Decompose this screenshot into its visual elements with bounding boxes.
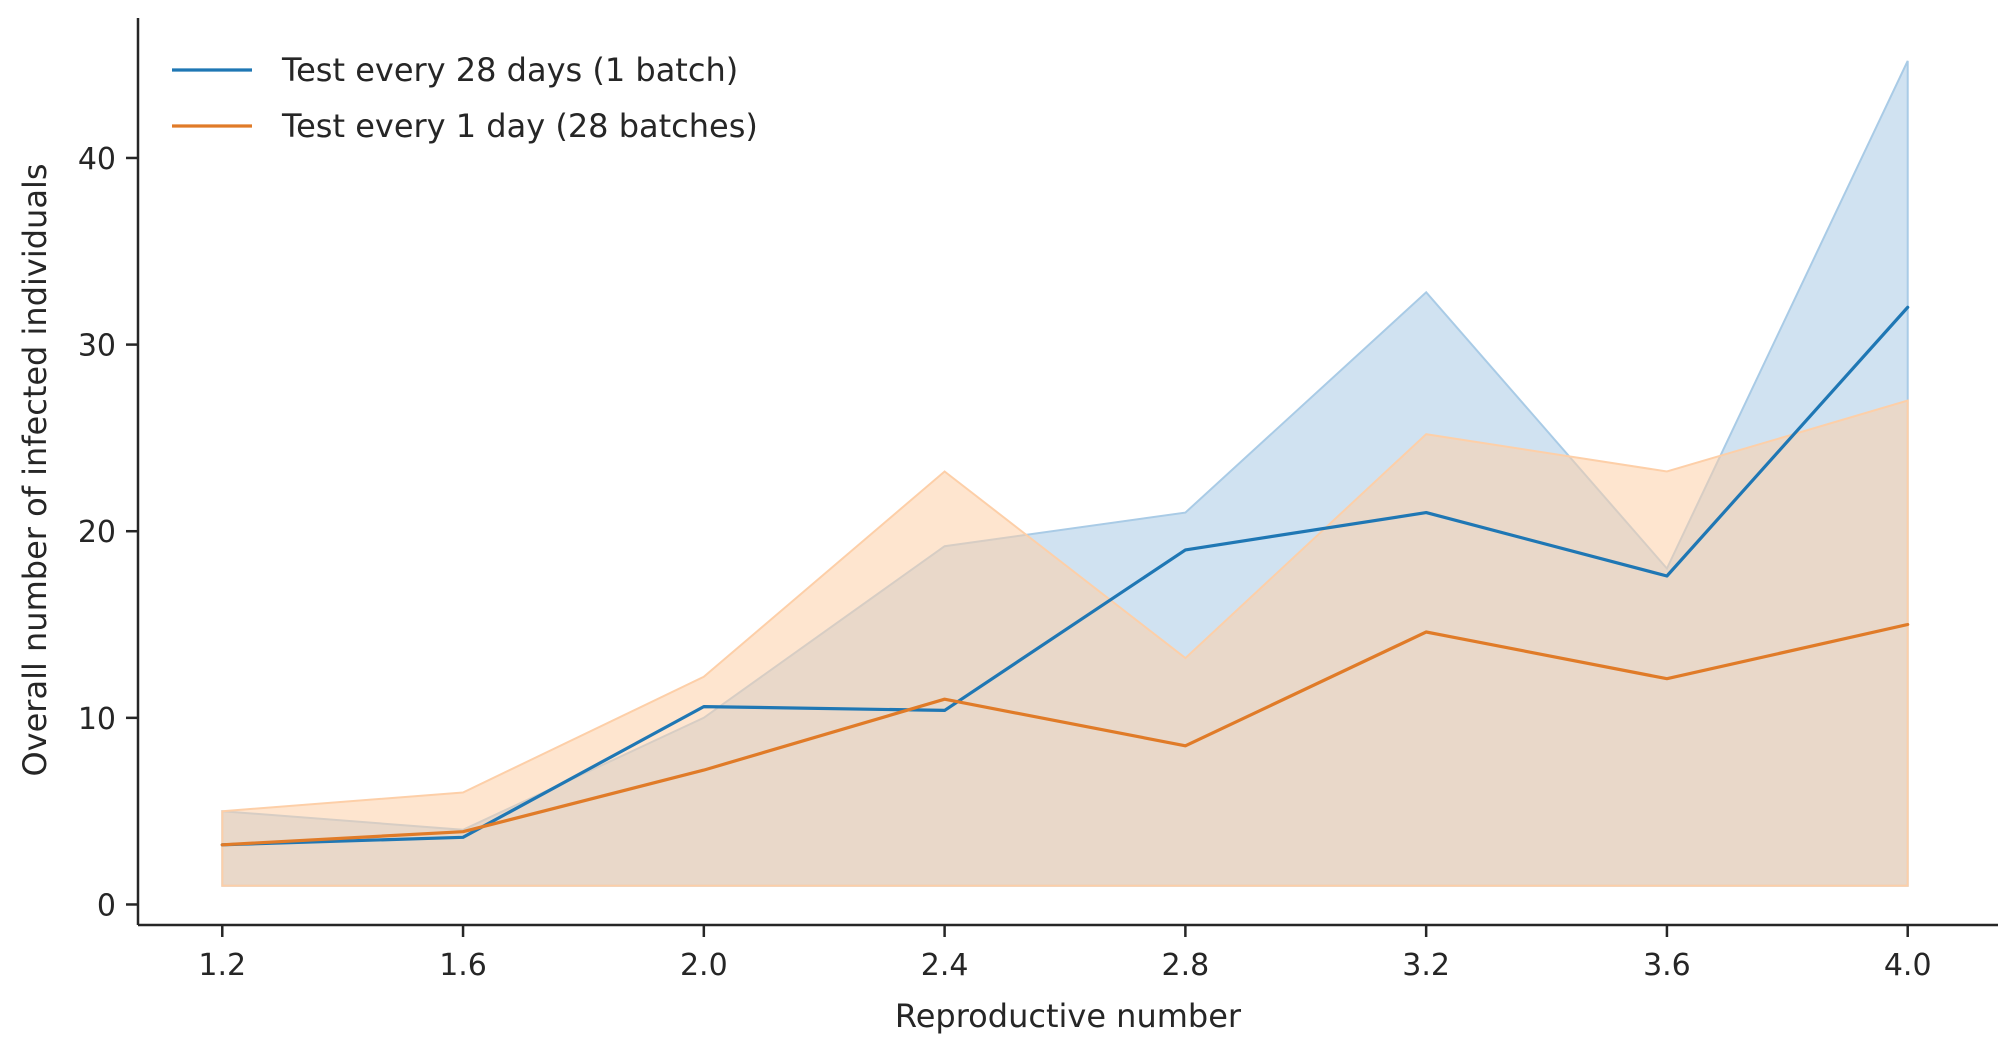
band-test-every-1-day-28-batches — [221, 399, 1909, 887]
x-tick-label: 1.2 — [198, 948, 246, 983]
x-tick-label: 4.0 — [1884, 948, 1932, 983]
axes: 1.2 1.6 2.0 2.4 2.8 3.2 3.6 4.0 0 10 20 30 40 — [78, 18, 1998, 983]
legend: Test every 28 days (1 batch) Test every 1… — [172, 51, 758, 145]
series-lines — [220, 305, 1910, 847]
x-axis-label: Reproductive number — [895, 997, 1242, 1035]
legend-label-test-every-1-day-28-batches: Test every 1 day (28 batches) — [281, 107, 758, 145]
confidence-bands — [221, 60, 1909, 887]
line-test-every-28-days-1-batch — [220, 305, 1910, 847]
x-axis-ticks: 1.2 1.6 2.0 2.4 2.8 3.2 3.6 4.0 — [198, 925, 1932, 983]
x-tick-label: 3.6 — [1643, 948, 1691, 983]
y-axis-label: Overall number of infected individuals — [16, 163, 54, 776]
x-tick-label: 3.2 — [1402, 948, 1450, 983]
y-tick-label: 10 — [78, 702, 116, 737]
y-tick-label: 40 — [78, 142, 116, 177]
x-tick-label: 2.0 — [680, 948, 728, 983]
x-tick-label: 1.6 — [439, 948, 487, 983]
y-tick-label: 30 — [78, 329, 116, 364]
line-test-every-1-day-28-batches — [220, 622, 1910, 847]
y-axis-ticks: 0 10 20 30 40 — [78, 142, 138, 923]
y-tick-label: 0 — [97, 888, 116, 923]
y-tick-label: 20 — [78, 515, 116, 550]
x-tick-label: 2.4 — [921, 948, 969, 983]
legend-label-test-every-28-days-1-batch: Test every 28 days (1 batch) — [281, 51, 738, 89]
x-tick-label: 2.8 — [1162, 948, 1210, 983]
